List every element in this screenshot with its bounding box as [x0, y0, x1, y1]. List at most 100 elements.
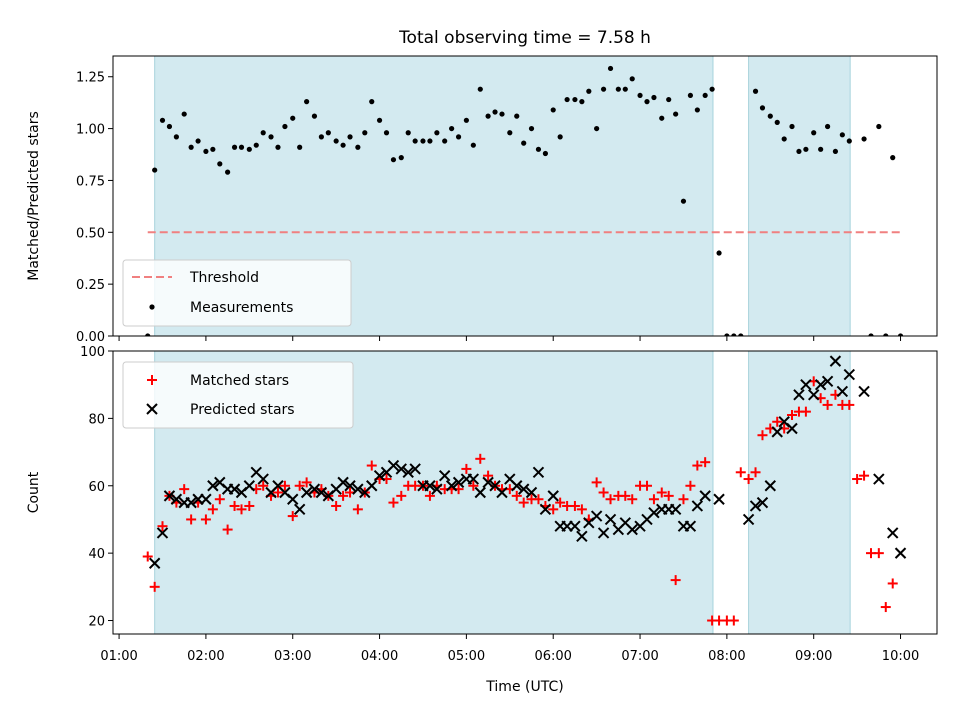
- matched-star-point: [244, 500, 255, 511]
- measurement-point: [152, 167, 158, 173]
- predicted-star-point: [742, 513, 755, 526]
- measurement-point: [217, 161, 223, 167]
- matched-star-point: [548, 504, 559, 515]
- matched-star-point: [685, 480, 696, 491]
- predicted-star-point: [438, 469, 451, 482]
- measurement-point: [731, 333, 737, 336]
- measurement-point: [897, 333, 904, 336]
- measurement-point: [383, 130, 390, 136]
- matched-star-point: [258, 480, 269, 491]
- measurement-point: [463, 117, 469, 123]
- y-tick-label: 100: [80, 345, 105, 360]
- measurement-point: [803, 146, 809, 152]
- predicted-star-point: [786, 422, 798, 435]
- predicted-star-point: [691, 500, 704, 512]
- predicted-star-point: [424, 480, 436, 492]
- legend-predicted-label: Predicted stars: [190, 402, 295, 418]
- measurement-point: [651, 94, 657, 101]
- matched-star-point: [511, 490, 522, 501]
- measurement-point: [673, 111, 679, 117]
- measurement-point: [311, 113, 318, 119]
- measurement-point: [687, 92, 694, 99]
- measurement-point: [680, 198, 687, 204]
- measurement-point: [420, 138, 426, 144]
- measurement-point: [499, 111, 505, 117]
- matched-star-point: [236, 504, 247, 515]
- matched-star-point: [598, 487, 609, 498]
- predicted-star-point: [228, 483, 241, 495]
- y-tick-label: 0.25: [76, 278, 105, 293]
- measurement-point: [615, 86, 621, 92]
- predicted-star-point: [293, 503, 306, 516]
- measurement-point: [442, 138, 448, 144]
- observing-window: [748, 351, 851, 634]
- measurement-point: [564, 96, 570, 103]
- predicted-star-point: [366, 480, 378, 492]
- measurement-point: [774, 119, 780, 125]
- x-tick-label: 03:00: [274, 649, 311, 664]
- measurement-point: [535, 146, 542, 152]
- observing-window: [748, 56, 851, 336]
- predicted-star-point: [207, 480, 219, 492]
- x-tick-label: 10:00: [882, 649, 919, 664]
- matched-star-point: [301, 477, 312, 488]
- measurement-point: [868, 333, 874, 336]
- measurement-point: [839, 132, 845, 138]
- x-tick-label: 09:00: [795, 649, 832, 664]
- matched-star-point: [852, 474, 863, 485]
- predicted-star-point: [699, 490, 711, 502]
- measurement-point: [572, 96, 578, 103]
- measurement-point: [225, 169, 231, 175]
- matched-star-point: [179, 484, 190, 495]
- predicted-star-point: [800, 378, 812, 391]
- measurement-point: [521, 140, 527, 146]
- measurement-point: [376, 117, 383, 123]
- matched-star-point: [800, 406, 811, 417]
- matched-star-point: [533, 494, 544, 505]
- matched-star-point: [424, 490, 435, 501]
- predicted-star-point: [684, 520, 697, 532]
- matched-star-point: [352, 504, 363, 515]
- matched-star-point: [728, 615, 739, 626]
- measurement-point: [796, 148, 802, 155]
- legend-threshold-label: Threshold: [189, 270, 259, 286]
- predicted-star-point: [337, 476, 349, 489]
- legend-measurement-label: Measurements: [190, 300, 293, 316]
- predicted-star-point: [395, 463, 407, 475]
- measurement-point: [325, 130, 331, 136]
- measurement-point: [724, 333, 730, 336]
- predicted-star-point: [597, 527, 610, 539]
- measurement-point: [398, 155, 404, 161]
- measurement-point: [716, 250, 722, 256]
- matched-star-point: [627, 494, 638, 505]
- axes-frame: [112, 55, 938, 337]
- measurement-point: [818, 146, 824, 152]
- measurement-point: [355, 144, 361, 150]
- matched-star-point: [279, 480, 290, 491]
- measurement-point: [238, 144, 245, 150]
- predicted-star-point: [308, 483, 321, 495]
- matched-star-point: [272, 487, 283, 498]
- measurement-point: [579, 99, 585, 105]
- measurement-point: [195, 138, 201, 144]
- predicted-star-point: [156, 527, 169, 539]
- matched-star-point: [656, 487, 667, 498]
- matched-star-point: [880, 602, 891, 613]
- measurement-point: [318, 134, 324, 140]
- measurement-point: [666, 96, 672, 103]
- matched-star-point: [200, 514, 211, 525]
- matched-star-point: [678, 494, 689, 505]
- matched-star-point: [461, 463, 472, 474]
- predicted-star-point: [713, 493, 725, 505]
- predicted-star-point: [185, 496, 197, 509]
- matched-star-point: [887, 578, 898, 589]
- x-tick-label: 06:00: [534, 649, 571, 664]
- x-tick-label: 08:00: [708, 649, 745, 664]
- predicted-star-point: [576, 530, 588, 543]
- predicted-star-point: [163, 490, 176, 502]
- matched-star-point: [518, 497, 529, 508]
- x-tick-label: 05:00: [448, 649, 485, 664]
- predicted-star-point: [814, 378, 827, 391]
- predicted-star-point: [590, 510, 603, 522]
- measurement-point: [260, 130, 266, 136]
